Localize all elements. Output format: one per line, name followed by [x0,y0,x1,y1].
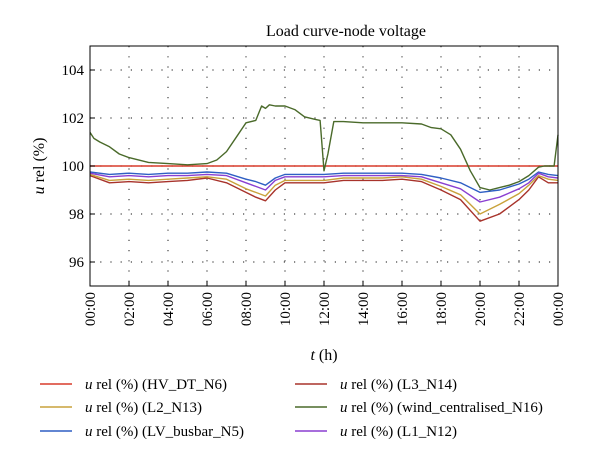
x-axis-label-var: t [310,347,315,364]
x-tick-label: 20:00 [473,292,489,326]
x-tick-label: 00:00 [551,292,567,326]
series-line-wind_centralised_N16 [89,104,559,191]
x-axis-ticks: 00:00 02:00 04:00 06:00 08:00 10:00 12:00 14:00… [83,281,567,326]
chart-title: Load curve-node voltage [266,23,426,40]
y-tick-label: 98 [69,207,84,223]
x-tick-label: 02:00 [122,292,138,326]
legend-entry-wind_centralised_N16: u rel (%) (wind_centralised_N16) [340,400,543,416]
x-tick-label: 18:00 [434,292,450,326]
legend-entry-LV_busbar_N5: u rel (%) (LV_busbar_N5) [85,424,244,440]
legend-entry-L2_N13: u rel (%) (L2_N13) [85,400,202,416]
x-tick-label: 10:00 [278,292,294,326]
series-lines [89,104,559,222]
y-tick-label: 102 [62,111,85,127]
x-tick-label: 04:00 [161,292,177,326]
legend-entry-L1_N12: u rel (%) (L1_N12) [340,424,457,440]
legend-entry-L3_N14: u rel (%) (L3_N14) [340,377,457,393]
x-tick-label: 00:00 [83,292,99,326]
x-tick-label: 14:00 [356,292,372,326]
series-line-L3_N14 [89,174,558,222]
x-tick-label: 08:00 [239,292,255,326]
x-axis-label: t (h) [310,347,337,364]
y-axis-label: u rel (%) [31,138,48,195]
series-line-LV_busbar_N5 [89,171,559,194]
x-tick-label: 06:00 [200,292,216,326]
y-axis-label-rest: rel (%) [31,138,48,187]
y-tick-label: 96 [69,255,85,271]
x-tick-label: 16:00 [395,292,411,326]
y-tick-label: 104 [62,63,85,79]
y-axis-label-var: u [31,186,48,194]
x-axis-label-unit: (h) [319,347,338,364]
y-axis-ticks: 96 98 100 102 104 [62,63,95,271]
y-tick-label: 100 [62,159,85,175]
legend: u rel (%) (HV_DT_N6) u rel (%) (L3_N14)u … [40,377,543,440]
legend-entry-HV_DT_N6: u rel (%) (HV_DT_N6) [85,377,227,393]
series-line-L1_N12 [89,172,559,203]
x-tick-label: 12:00 [317,292,333,326]
x-tick-label: 22:00 [512,292,528,326]
series-line-L2_N13 [89,173,559,215]
